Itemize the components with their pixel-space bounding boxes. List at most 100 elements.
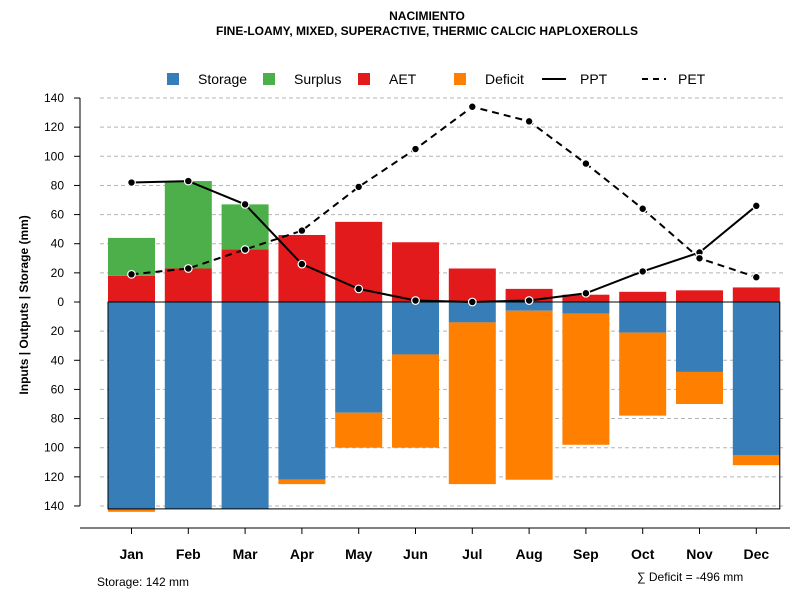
ppt-line: [131, 180, 757, 304]
pet-point: [638, 204, 648, 214]
ppt-point: [127, 178, 136, 187]
ppt-point: [354, 284, 364, 294]
ppt-point: [751, 201, 761, 211]
aet-bar: [562, 294, 610, 302]
storage-bar: [278, 302, 326, 480]
pet-point: [183, 264, 193, 273]
ppt-point: [411, 296, 420, 305]
storage-bar: [335, 302, 383, 413]
x-tick-label: Jul: [462, 546, 482, 562]
chart-subtitle: FINE-LOAMY, MIXED, SUPERACTIVE, THERMIC …: [215, 24, 638, 38]
deficit-bar: [448, 322, 496, 485]
ppt-point: [467, 297, 477, 307]
storage-bar: [676, 302, 723, 372]
storage-bar: [108, 302, 155, 509]
deficit-bar: [335, 412, 383, 448]
y-tick-label: 40: [51, 353, 65, 367]
x-tick-label: Dec: [743, 546, 769, 562]
ppt-point: [240, 199, 250, 209]
storage-bar: [448, 302, 496, 323]
aet-bar: [448, 268, 496, 302]
ppt-point: [638, 267, 648, 276]
x-tick-label: Sep: [573, 546, 599, 562]
y-axis-label: Inputs | Outputs | Storage (mm): [17, 215, 31, 394]
legend-swatch-deficit: [454, 73, 466, 85]
deficit-bar: [278, 479, 326, 485]
x-tick-label: Aug: [515, 546, 542, 562]
x-tick-label: Apr: [290, 546, 315, 562]
chart-title: NACIMIENTO: [389, 9, 465, 23]
aet-bar: [732, 287, 780, 302]
deficit-bar: [505, 310, 553, 480]
aet-bar: [392, 242, 439, 302]
pet-point: [751, 272, 761, 282]
legend-swatch-surplus: [263, 73, 275, 85]
y-tick-label: 100: [44, 441, 64, 455]
legend-swatch-storage: [167, 73, 179, 85]
deficit-bar: [562, 313, 610, 445]
y-tick-label: 60: [51, 208, 65, 222]
deficit-bar: [732, 454, 780, 466]
legend-swatch-aet: [358, 73, 370, 85]
deficit-bar: [392, 354, 439, 448]
y-tick-label: 60: [51, 382, 65, 396]
storage-bar: [505, 302, 553, 311]
y-tick-label: 40: [51, 237, 65, 251]
legend-label-deficit: Deficit: [485, 71, 524, 87]
y-tick-label: 140: [44, 91, 64, 105]
pet-point: [411, 144, 420, 154]
pet-point: [127, 269, 136, 279]
ppt-point: [297, 259, 307, 269]
x-tick-label: Oct: [631, 546, 655, 562]
storage-bar: [221, 302, 269, 509]
ppt-point: [524, 296, 534, 305]
pet-line: [131, 105, 757, 279]
x-tick-label: Nov: [686, 546, 713, 562]
pet-point: [240, 245, 250, 254]
aet-bar: [676, 290, 723, 302]
x-tick-label: Jun: [403, 546, 428, 562]
legend-label-surplus: Surplus: [294, 71, 341, 87]
storage-bar: [392, 302, 439, 355]
deficit-bar: [108, 508, 155, 512]
legend-label-pet: PET: [678, 71, 706, 87]
surplus-bar: [164, 181, 212, 269]
y-tick-label: 120: [44, 470, 64, 484]
y-tick-label: 80: [51, 412, 65, 426]
storage-total: Storage: 142 mm: [97, 575, 190, 589]
aet-bar: [221, 249, 269, 302]
y-tick-label: 0: [57, 295, 64, 309]
legend-label-aet: AET: [389, 71, 417, 87]
storage-bar: [164, 302, 212, 509]
pet-point: [467, 102, 477, 112]
legend-label-ppt: PPT: [580, 71, 608, 87]
x-tick-label: Feb: [176, 546, 201, 562]
storage-bar: [562, 302, 610, 314]
ppt-point: [581, 288, 591, 298]
y-tick-label: 100: [44, 149, 64, 163]
aet-bar: [164, 268, 212, 302]
pet-point: [695, 253, 704, 263]
pet-point: [524, 116, 534, 126]
x-tick-label: May: [345, 546, 372, 562]
storage-bar: [619, 302, 667, 333]
pet-point: [297, 226, 307, 236]
y-tick-label: 20: [51, 324, 65, 338]
y-tick-label: 140: [44, 499, 64, 513]
ppt-point: [183, 176, 193, 186]
storage-bar: [732, 302, 780, 455]
surplus-bar: [108, 237, 155, 276]
aet-bar: [108, 275, 155, 302]
y-tick-label: 120: [44, 120, 64, 134]
deficit-total: ∑ Deficit = -496 mm: [637, 570, 744, 584]
y-tick-label: 80: [51, 178, 65, 192]
pet-point: [581, 159, 591, 168]
x-tick-label: Jan: [119, 546, 143, 562]
pet-point: [354, 182, 364, 192]
y-tick-label: 20: [51, 266, 65, 280]
surplus-bar: [221, 204, 269, 250]
legend-label-storage: Storage: [198, 71, 247, 87]
x-tick-label: Mar: [233, 546, 258, 562]
deficit-bar: [619, 332, 667, 416]
